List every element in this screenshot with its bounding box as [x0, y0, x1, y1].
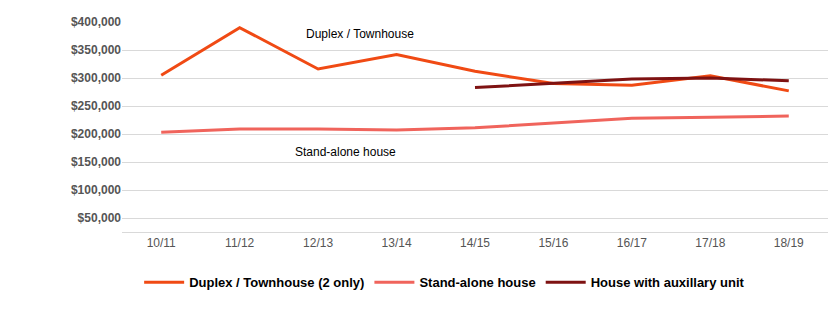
- svg-text:Stand-alone house: Stand-alone house: [419, 275, 535, 290]
- svg-text:10/11: 10/11: [147, 236, 176, 250]
- svg-text:$250,000: $250,000: [71, 99, 121, 113]
- svg-text:14/15: 14/15: [460, 236, 490, 250]
- svg-text:House with auxillary unit: House with auxillary unit: [591, 275, 745, 290]
- svg-text:15/16: 15/16: [538, 236, 568, 250]
- svg-text:Duplex / Townhouse: Duplex / Townhouse: [306, 27, 414, 41]
- svg-text:11/12: 11/12: [225, 236, 254, 250]
- svg-text:Stand-alone house: Stand-alone house: [295, 145, 396, 159]
- svg-text:12/13: 12/13: [303, 236, 333, 250]
- svg-text:$50,000: $50,000: [78, 211, 122, 225]
- svg-text:$300,000: $300,000: [71, 71, 121, 85]
- svg-text:$400,000: $400,000: [71, 15, 121, 29]
- svg-text:Duplex / Townhouse (2 only): Duplex / Townhouse (2 only): [189, 275, 364, 290]
- svg-text:17/18: 17/18: [695, 236, 725, 250]
- svg-text:13/14: 13/14: [382, 236, 412, 250]
- svg-text:$150,000: $150,000: [71, 155, 121, 169]
- svg-text:16/17: 16/17: [617, 236, 647, 250]
- svg-text:$100,000: $100,000: [71, 183, 121, 197]
- svg-text:$350,000: $350,000: [71, 43, 121, 57]
- svg-text:18/19: 18/19: [774, 236, 804, 250]
- svg-text:$200,000: $200,000: [71, 127, 121, 141]
